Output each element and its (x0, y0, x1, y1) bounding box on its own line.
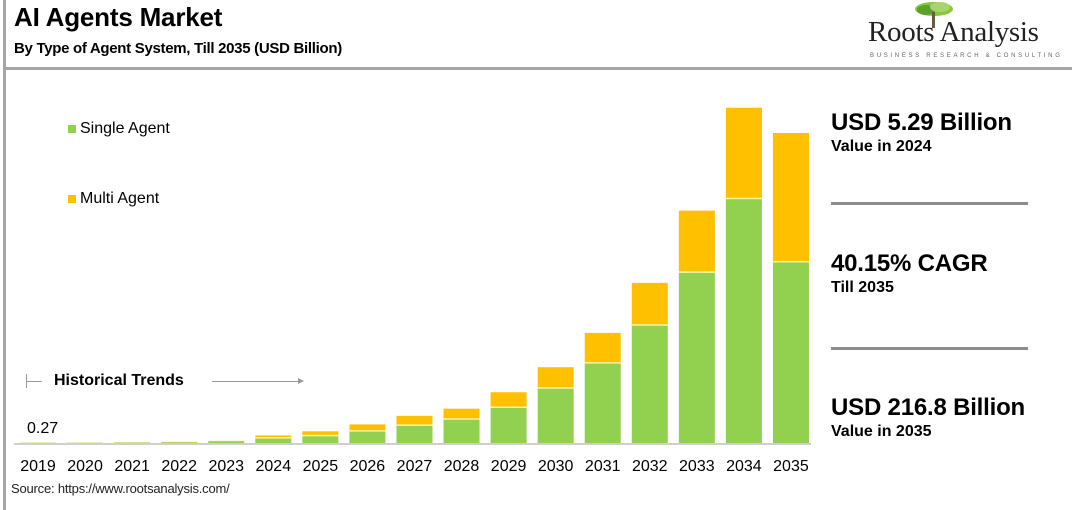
bar-single-agent-2032 (631, 325, 668, 443)
bar-multi-agent-2032 (631, 282, 668, 326)
arrow-right-icon (212, 378, 304, 384)
x-tick-label-2025: 2025 (303, 458, 339, 475)
stat-cagr-sub: Till 2035 (831, 279, 894, 296)
bar-multi-agent-2033 (678, 210, 715, 273)
x-tick-label-2026: 2026 (350, 458, 386, 475)
x-tick-label-2035: 2035 (773, 458, 809, 475)
bar-single-agent-2027 (396, 425, 433, 443)
chart-title: AI Agents Market (14, 2, 223, 32)
stat-value-2024: USD 5.29 Billion Value in 2024 (831, 109, 1012, 156)
x-tick-label-2031: 2031 (585, 458, 621, 475)
bar-single-agent-2022 (161, 442, 198, 443)
x-tick-label-2032: 2032 (632, 458, 668, 475)
header-divider (3, 67, 1072, 70)
bar-multi-agent-2024 (255, 435, 292, 438)
bar-multi-agent-2034 (725, 107, 762, 199)
x-tick-label-2023: 2023 (208, 458, 244, 475)
bar-multi-agent-2025 (302, 431, 339, 436)
stat-value-2035-sub: Value in 2035 (831, 423, 932, 440)
bar-multi-agent-2028 (443, 408, 480, 419)
bar-single-agent-2031 (584, 362, 621, 443)
historical-trends-label: Historical Trends (54, 372, 184, 389)
bar-single-agent-2033 (678, 272, 715, 443)
logo-name: Roots Analysis (868, 16, 1039, 48)
logo-tagline: BUSINESS RESEARCH & CONSULTING (870, 53, 1063, 59)
stat-cagr: 40.15% CAGR Till 2035 (831, 250, 988, 297)
bar-single-agent-2034 (725, 198, 762, 443)
stat-value-2024-sub: Value in 2024 (831, 138, 932, 155)
tree-icon (915, 2, 953, 28)
data-label-2019: 0.27 (27, 420, 59, 437)
x-tick-label-2033: 2033 (679, 458, 715, 475)
stat-divider-1 (831, 202, 1028, 205)
historical-trends-annotation: Historical Trends (26, 370, 304, 394)
bar-multi-agent-2027 (396, 415, 433, 426)
historical-line (26, 381, 42, 382)
frame-left-border (3, 0, 6, 510)
bar-multi-agent-2031 (584, 332, 621, 363)
stat-value-2035: USD 216.8 Billion Value in 2035 (831, 394, 1025, 441)
legend-label-multi-agent: Multi Agent (80, 190, 160, 207)
stat-value-2024-main: USD 5.29 Billion (831, 109, 1012, 136)
x-tick-label-2029: 2029 (491, 458, 527, 475)
bar-single-agent-2026 (349, 430, 386, 443)
stat-value-2035-main: USD 216.8 Billion (831, 394, 1025, 421)
bar-multi-agent-2026 (349, 424, 386, 431)
source-note: Source: https://www.rootsanalysis.com/ (11, 481, 230, 496)
x-tick-label-2021: 2021 (114, 458, 150, 475)
legend-swatch-multi-agent (68, 195, 76, 203)
bar-single-agent-2028 (443, 418, 480, 443)
bar-single-agent-2035 (772, 261, 809, 443)
bar-multi-agent-2030 (537, 367, 574, 388)
chart-subtitle: By Type of Agent System, Till 2035 (USD … (14, 40, 342, 57)
legend-item-multi-agent: Multi Agent (68, 190, 159, 208)
bar-multi-agent-2035 (772, 133, 809, 262)
x-tick-label-2034: 2034 (726, 458, 762, 475)
bar-single-agent-2025 (302, 435, 339, 443)
bars-group (20, 107, 809, 443)
stat-cagr-main: 40.15% CAGR (831, 250, 988, 277)
x-tick-label-2019: 2019 (20, 458, 56, 475)
bar-multi-agent-2029 (490, 392, 527, 408)
legend-swatch-single-agent (68, 125, 76, 133)
x-tick-label-2027: 2027 (397, 458, 433, 475)
legend-item-single-agent: Single Agent (68, 120, 170, 138)
bar-single-agent-2030 (537, 387, 574, 443)
bar-single-agent-2024 (255, 437, 292, 443)
x-tick-label-2030: 2030 (538, 458, 574, 475)
x-tick-label-2024: 2024 (256, 458, 292, 475)
bar-single-agent-2029 (490, 407, 527, 443)
bar-multi-agent-2023 (208, 440, 245, 442)
roots-analysis-logo: Roots Analysis BUSINESS RESEARCH & CONSU… (862, 0, 1062, 66)
x-tick-label-2022: 2022 (161, 458, 197, 475)
x-tick-label-2028: 2028 (444, 458, 480, 475)
x-tick-labels: 2019 2020 2021 2022 2023 2024 2025 2026 2027 2028… (20, 458, 809, 475)
x-tick-label-2020: 2020 (67, 458, 103, 475)
bar-single-agent-2023 (208, 441, 245, 443)
legend-label-single-agent: Single Agent (80, 120, 170, 137)
stat-divider-2 (831, 347, 1028, 350)
